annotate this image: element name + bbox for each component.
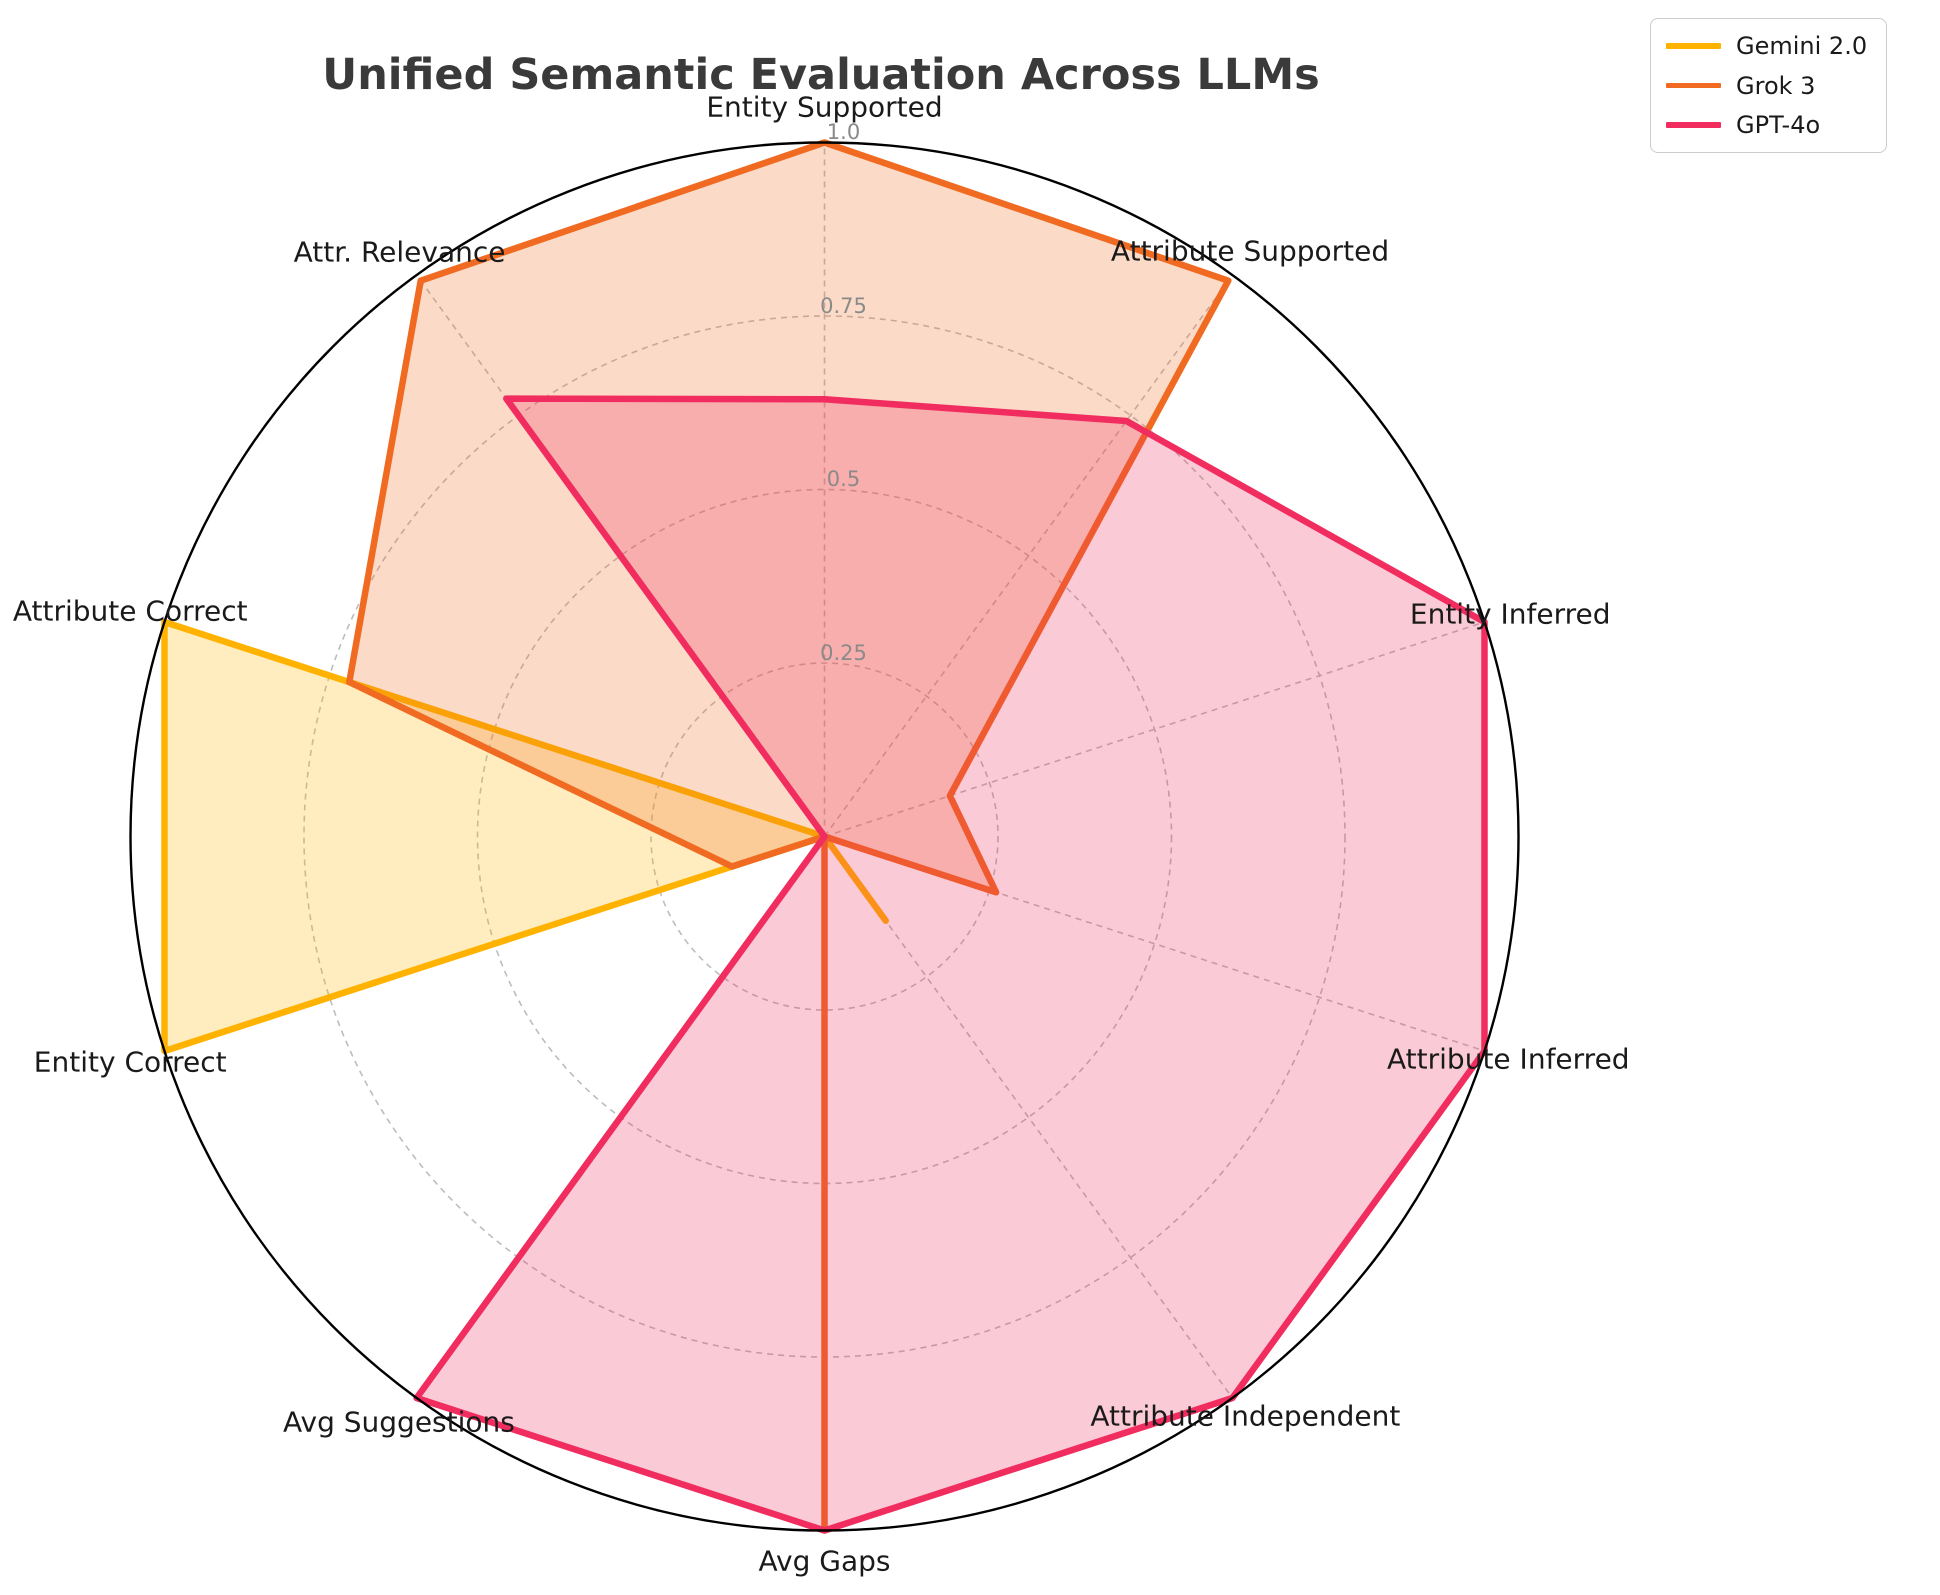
radial-tick-0-75: 0.75 [820, 293, 867, 318]
legend-label-gemini: Gemini 2.0 [1736, 32, 1868, 60]
axis-label-attribute-supported: Attribute Supported [1110, 234, 1390, 268]
legend-line-swatch-gemini [1666, 43, 1721, 49]
axis-label-entity-supported: Entity Supported [706, 90, 943, 123]
axis-label-entity-correct: Entity Correct [33, 1045, 227, 1079]
legend-label-gpt4o: GPT-4o [1736, 111, 1821, 139]
legend-item-gemini: Gemini 2.0 [1666, 32, 1871, 60]
legend-item-gpt4o: GPT-4o [1666, 111, 1871, 139]
axis-label-attr-relevance: Attr. Relevance [293, 235, 506, 269]
axis-label-attribute-independent: Attribute Independent [1090, 1399, 1401, 1433]
radial-tick-0-5: 0.5 [826, 467, 861, 491]
legend-line-swatch-grok [1666, 82, 1721, 89]
legend-label-grok: Grok 3 [1736, 71, 1816, 100]
legend: Gemini 2.0 Grok 3 GPT-4o [1650, 18, 1887, 153]
chart-title: Unified Semantic Evaluation Across LLMs [322, 50, 1320, 100]
radar-series-polygons [161, 139, 1488, 1534]
radial-tick-1-0: 1.0 [826, 120, 861, 144]
axis-label-avg-gaps: Avg Gaps [758, 1544, 891, 1577]
axis-label-attribute-inferred: Attribute Inferred [1387, 1042, 1630, 1076]
axis-label-attribute-correct: Attribute Correct [12, 594, 248, 628]
radar-outer-circle [129, 141, 1520, 1532]
axis-label-entity-inferred: Entity Inferred [1409, 597, 1611, 631]
legend-line-swatch-gpt4o [1666, 122, 1721, 128]
radial-tick-0-25: 0.25 [820, 640, 867, 665]
legend-item-grok: Grok 3 [1666, 72, 1871, 100]
axis-label-avg-suggestions: Avg Suggestions [283, 1405, 515, 1439]
